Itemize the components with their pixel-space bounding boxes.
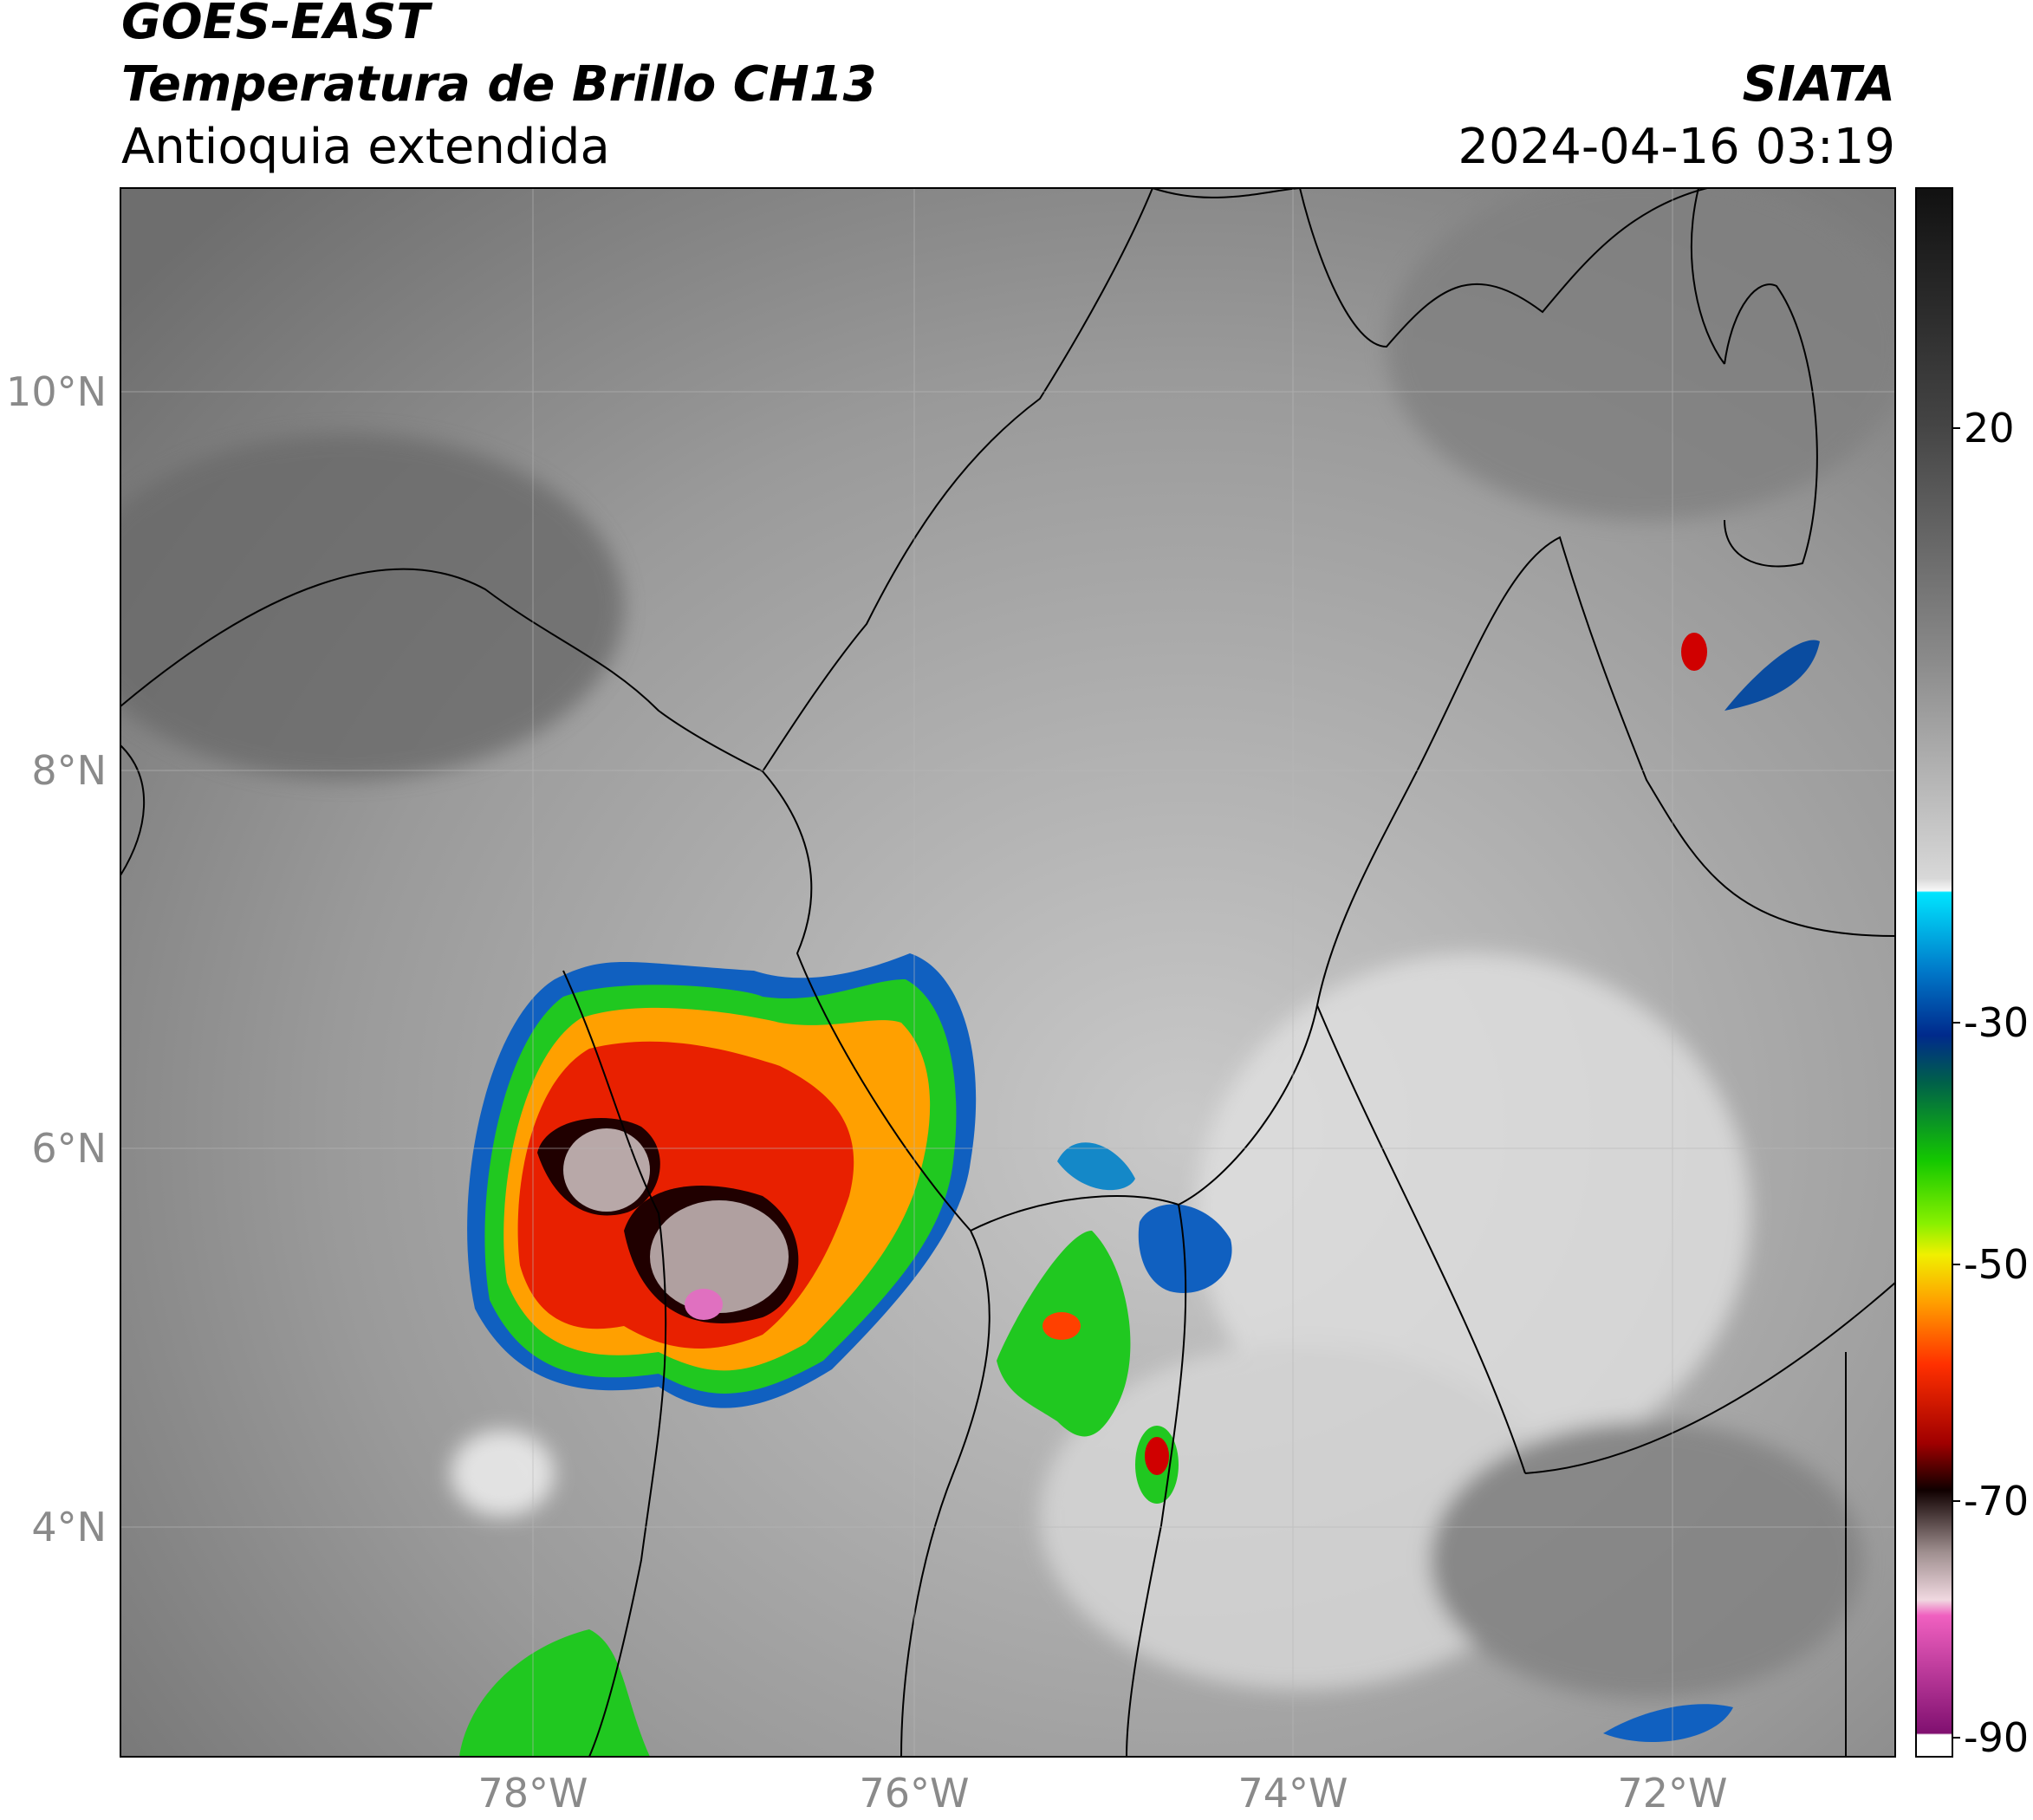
colorbar-label: 20 — [1964, 405, 2015, 452]
colorbar-scale — [1915, 187, 1953, 1758]
colorbar-label: -90 — [1964, 1714, 2029, 1761]
source-label: SIATA — [1743, 56, 1895, 113]
satellite-title: GOES-EAST — [121, 0, 432, 50]
region-subtitle: Antioquia extendida — [121, 119, 610, 175]
product-title: Temperatura de Brillo CH13 — [121, 56, 877, 113]
latitude-labels: 10°N 8°N 6°N 4°N — [6, 368, 107, 1550]
timestamp: 2024-04-16 03:19 — [1458, 119, 1895, 175]
lon-label: 76°W — [859, 1770, 969, 1817]
colorbar-label: -30 — [1964, 999, 2029, 1046]
lat-label: 8°N — [31, 747, 107, 794]
lon-label: 78°W — [477, 1770, 588, 1817]
colorbar-label: -50 — [1964, 1241, 2029, 1288]
lat-label: 4°N — [31, 1504, 107, 1550]
satellite-image — [120, 188, 1895, 1757]
lon-label: 72°W — [1617, 1770, 1727, 1817]
colorbar-label: -70 — [1964, 1478, 2029, 1524]
lat-label: 10°N — [6, 368, 107, 415]
lon-label: 74°W — [1237, 1770, 1348, 1817]
lat-label: 6°N — [31, 1125, 107, 1172]
map-frame — [120, 187, 1896, 1758]
longitude-labels: 78°W 76°W 74°W 72°W — [477, 1770, 1727, 1817]
colorbar: 20 -30 -50 -70 -90 — [1915, 187, 2029, 1761]
